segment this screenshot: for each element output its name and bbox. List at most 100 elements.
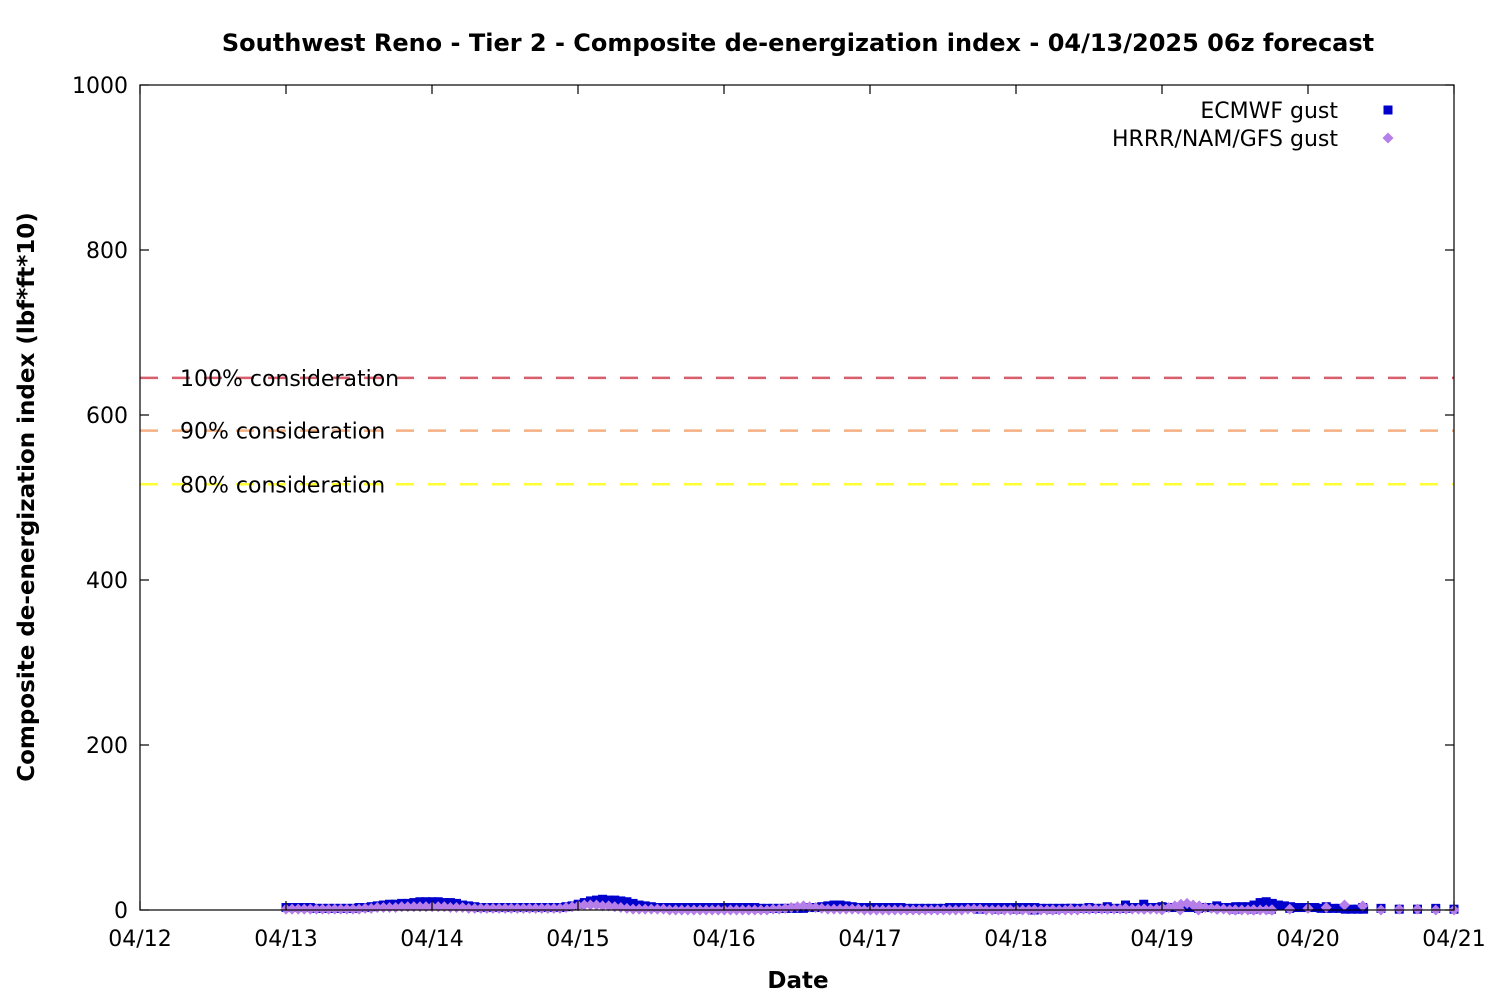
data-point bbox=[323, 903, 335, 915]
chart-title: Southwest Reno - Tier 2 - Composite de-e… bbox=[222, 29, 1374, 57]
data-point bbox=[1101, 903, 1113, 915]
data-point bbox=[1328, 903, 1338, 913]
data-point bbox=[1267, 898, 1277, 908]
x-tick-label: 04/19 bbox=[1130, 927, 1193, 952]
data-point bbox=[304, 903, 316, 915]
data-point bbox=[1353, 904, 1363, 914]
data-point bbox=[310, 903, 322, 915]
data-point bbox=[1083, 903, 1095, 915]
data-point bbox=[329, 903, 341, 915]
data-point bbox=[598, 894, 608, 904]
data-point bbox=[616, 896, 626, 906]
data-point bbox=[1138, 903, 1150, 915]
data-point bbox=[1382, 132, 1394, 144]
data-point bbox=[834, 903, 846, 915]
data-point bbox=[548, 902, 560, 914]
data-point bbox=[475, 902, 487, 914]
data-point bbox=[481, 902, 493, 914]
data-point bbox=[1393, 903, 1405, 915]
data-point bbox=[1292, 903, 1302, 913]
data-point bbox=[499, 902, 511, 914]
data-point bbox=[840, 903, 852, 915]
data-point bbox=[524, 902, 536, 914]
data-point bbox=[536, 902, 548, 914]
data-point bbox=[542, 902, 554, 914]
data-point bbox=[1298, 903, 1308, 913]
data-point bbox=[1346, 904, 1356, 914]
y-tick-label: 800 bbox=[86, 239, 128, 264]
data-point bbox=[286, 903, 298, 915]
data-point bbox=[463, 902, 475, 914]
x-tick-label: 04/18 bbox=[984, 927, 1047, 952]
data-point bbox=[1339, 899, 1350, 911]
data-point bbox=[511, 902, 523, 914]
data-point bbox=[962, 903, 974, 915]
data-point bbox=[1126, 903, 1138, 915]
x-tick-label: 04/12 bbox=[108, 927, 171, 952]
data-point bbox=[505, 902, 517, 914]
data-point bbox=[1279, 901, 1289, 911]
data-point bbox=[469, 902, 481, 914]
data-point bbox=[1357, 900, 1369, 912]
reference-lines: 100% consideration 90% consideration 80% c… bbox=[140, 367, 1454, 498]
legend-label: ECMWF gust bbox=[1200, 99, 1338, 124]
axis-ticks: 04/12 04/13 04/14 04/15 04/16 04/17 04/18 04/19… bbox=[72, 74, 1486, 952]
reference-line-label: 100% consideration bbox=[180, 367, 399, 392]
data-point bbox=[292, 903, 304, 915]
x-tick-label: 04/17 bbox=[838, 927, 901, 952]
data-point bbox=[1310, 903, 1320, 913]
data-point bbox=[597, 900, 609, 912]
legend-marker bbox=[1382, 132, 1394, 144]
data-point bbox=[584, 899, 596, 911]
data-point bbox=[1334, 903, 1344, 913]
data-point bbox=[604, 895, 614, 905]
data-point bbox=[627, 903, 639, 915]
data-point bbox=[1090, 903, 1102, 915]
legend-label: HRRR/NAM/GFS gust bbox=[1112, 127, 1338, 152]
y-tick-label: 600 bbox=[86, 404, 128, 429]
data-point bbox=[1273, 900, 1283, 910]
data-point bbox=[1145, 903, 1157, 915]
data-point bbox=[622, 897, 632, 907]
data-point bbox=[517, 902, 529, 914]
data-point bbox=[1316, 903, 1326, 913]
data-point bbox=[1255, 898, 1265, 908]
data-point bbox=[968, 903, 980, 915]
x-tick-label: 04/20 bbox=[1276, 927, 1339, 952]
x-tick-label: 04/15 bbox=[546, 927, 609, 952]
x-axis-label: Date bbox=[767, 968, 828, 994]
y-tick-label: 0 bbox=[114, 899, 128, 924]
y-tick-label: 400 bbox=[86, 569, 128, 594]
data-point bbox=[639, 903, 651, 915]
data-point bbox=[298, 903, 310, 915]
data-point bbox=[341, 903, 353, 915]
data-point bbox=[317, 903, 329, 915]
data-point bbox=[335, 903, 347, 915]
data-point bbox=[846, 903, 858, 915]
data-point bbox=[651, 903, 663, 915]
data-point bbox=[1120, 902, 1131, 914]
data-point bbox=[822, 903, 834, 915]
data-point bbox=[1108, 903, 1120, 915]
data-point bbox=[1412, 903, 1423, 915]
data-point bbox=[493, 902, 505, 914]
data-point bbox=[359, 902, 371, 914]
x-tick-label: 04/14 bbox=[400, 927, 463, 952]
y-tick-label: 1000 bbox=[72, 74, 128, 99]
data-point bbox=[1211, 903, 1223, 915]
x-tick-label: 04/21 bbox=[1422, 927, 1485, 952]
data-point bbox=[1261, 897, 1271, 907]
y-tick-label: 200 bbox=[86, 734, 128, 759]
y-axis-label: Composite de-energization index (lbf*ft*… bbox=[14, 212, 40, 782]
data-point bbox=[628, 898, 638, 908]
data-point bbox=[1284, 903, 1296, 915]
data-point bbox=[1065, 903, 1077, 915]
data-point bbox=[487, 902, 499, 914]
legend-marker bbox=[1383, 105, 1393, 115]
x-tick-label: 04/13 bbox=[254, 927, 317, 952]
data-point bbox=[767, 903, 779, 915]
data-point bbox=[633, 903, 645, 915]
legend: ECMWF gust HRRR/NAM/GFS gust bbox=[1112, 99, 1394, 152]
